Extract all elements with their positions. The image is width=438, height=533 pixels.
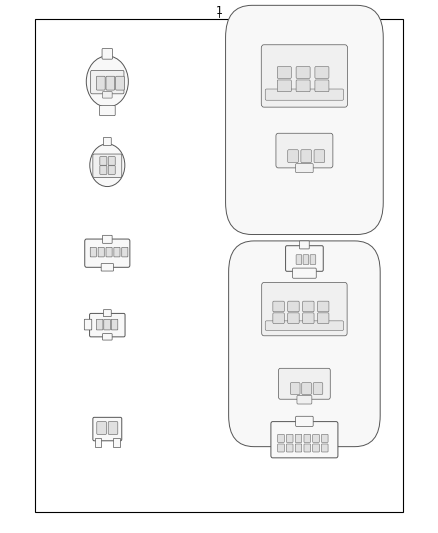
Bar bbox=[95, 438, 101, 447]
FancyBboxPatch shape bbox=[303, 301, 314, 312]
FancyBboxPatch shape bbox=[96, 319, 103, 330]
FancyBboxPatch shape bbox=[286, 444, 293, 452]
FancyBboxPatch shape bbox=[116, 76, 124, 90]
FancyBboxPatch shape bbox=[261, 282, 347, 336]
FancyBboxPatch shape bbox=[96, 76, 105, 90]
FancyBboxPatch shape bbox=[286, 434, 293, 442]
FancyBboxPatch shape bbox=[122, 247, 128, 257]
FancyBboxPatch shape bbox=[98, 247, 104, 257]
FancyBboxPatch shape bbox=[114, 247, 120, 257]
FancyBboxPatch shape bbox=[103, 310, 111, 317]
FancyBboxPatch shape bbox=[314, 150, 325, 163]
FancyBboxPatch shape bbox=[315, 67, 329, 78]
FancyBboxPatch shape bbox=[97, 422, 106, 434]
FancyBboxPatch shape bbox=[279, 368, 330, 399]
FancyBboxPatch shape bbox=[111, 319, 118, 330]
FancyBboxPatch shape bbox=[288, 150, 298, 163]
FancyBboxPatch shape bbox=[265, 321, 343, 330]
FancyBboxPatch shape bbox=[313, 434, 319, 442]
FancyBboxPatch shape bbox=[89, 313, 125, 337]
FancyBboxPatch shape bbox=[300, 241, 309, 249]
FancyBboxPatch shape bbox=[108, 157, 115, 165]
FancyBboxPatch shape bbox=[278, 434, 284, 442]
FancyBboxPatch shape bbox=[100, 166, 107, 174]
FancyBboxPatch shape bbox=[100, 157, 107, 165]
FancyBboxPatch shape bbox=[265, 89, 343, 100]
FancyBboxPatch shape bbox=[296, 80, 310, 92]
FancyBboxPatch shape bbox=[84, 319, 92, 330]
FancyBboxPatch shape bbox=[108, 422, 118, 434]
FancyBboxPatch shape bbox=[321, 434, 328, 442]
FancyBboxPatch shape bbox=[321, 444, 328, 452]
FancyBboxPatch shape bbox=[318, 301, 329, 312]
FancyBboxPatch shape bbox=[102, 92, 112, 98]
FancyBboxPatch shape bbox=[315, 80, 329, 92]
FancyBboxPatch shape bbox=[106, 76, 115, 90]
FancyBboxPatch shape bbox=[296, 416, 313, 426]
FancyBboxPatch shape bbox=[290, 383, 300, 394]
FancyBboxPatch shape bbox=[310, 255, 316, 264]
FancyBboxPatch shape bbox=[304, 434, 311, 442]
FancyBboxPatch shape bbox=[303, 255, 309, 264]
FancyBboxPatch shape bbox=[313, 383, 323, 394]
FancyBboxPatch shape bbox=[103, 138, 111, 146]
FancyBboxPatch shape bbox=[102, 49, 113, 59]
FancyBboxPatch shape bbox=[90, 247, 96, 257]
FancyBboxPatch shape bbox=[286, 246, 323, 271]
FancyBboxPatch shape bbox=[271, 422, 338, 458]
FancyBboxPatch shape bbox=[261, 45, 347, 107]
FancyBboxPatch shape bbox=[106, 247, 112, 257]
FancyBboxPatch shape bbox=[302, 383, 311, 394]
FancyBboxPatch shape bbox=[273, 301, 284, 312]
FancyBboxPatch shape bbox=[101, 263, 113, 271]
FancyBboxPatch shape bbox=[273, 313, 284, 324]
FancyBboxPatch shape bbox=[276, 133, 333, 168]
Bar bbox=[113, 438, 120, 447]
FancyBboxPatch shape bbox=[104, 319, 110, 330]
FancyBboxPatch shape bbox=[91, 70, 124, 94]
FancyBboxPatch shape bbox=[295, 444, 302, 452]
FancyBboxPatch shape bbox=[303, 313, 314, 324]
FancyBboxPatch shape bbox=[229, 241, 380, 447]
FancyBboxPatch shape bbox=[295, 434, 302, 442]
FancyBboxPatch shape bbox=[102, 334, 112, 340]
FancyBboxPatch shape bbox=[277, 80, 291, 92]
FancyBboxPatch shape bbox=[85, 239, 130, 267]
FancyBboxPatch shape bbox=[301, 150, 311, 163]
FancyBboxPatch shape bbox=[296, 255, 302, 264]
Circle shape bbox=[90, 144, 125, 187]
FancyBboxPatch shape bbox=[93, 417, 122, 441]
Circle shape bbox=[86, 56, 128, 107]
FancyBboxPatch shape bbox=[278, 444, 284, 452]
FancyBboxPatch shape bbox=[297, 395, 312, 404]
FancyBboxPatch shape bbox=[293, 268, 316, 278]
FancyBboxPatch shape bbox=[318, 313, 329, 324]
FancyBboxPatch shape bbox=[296, 67, 310, 78]
FancyBboxPatch shape bbox=[102, 236, 112, 243]
FancyBboxPatch shape bbox=[226, 5, 383, 235]
FancyBboxPatch shape bbox=[288, 301, 299, 312]
Text: 1: 1 bbox=[215, 6, 223, 17]
FancyBboxPatch shape bbox=[277, 67, 291, 78]
FancyBboxPatch shape bbox=[296, 164, 313, 173]
FancyBboxPatch shape bbox=[288, 313, 299, 324]
FancyBboxPatch shape bbox=[313, 444, 319, 452]
FancyBboxPatch shape bbox=[304, 444, 311, 452]
FancyBboxPatch shape bbox=[93, 154, 122, 177]
FancyBboxPatch shape bbox=[99, 106, 115, 116]
FancyBboxPatch shape bbox=[108, 166, 115, 174]
